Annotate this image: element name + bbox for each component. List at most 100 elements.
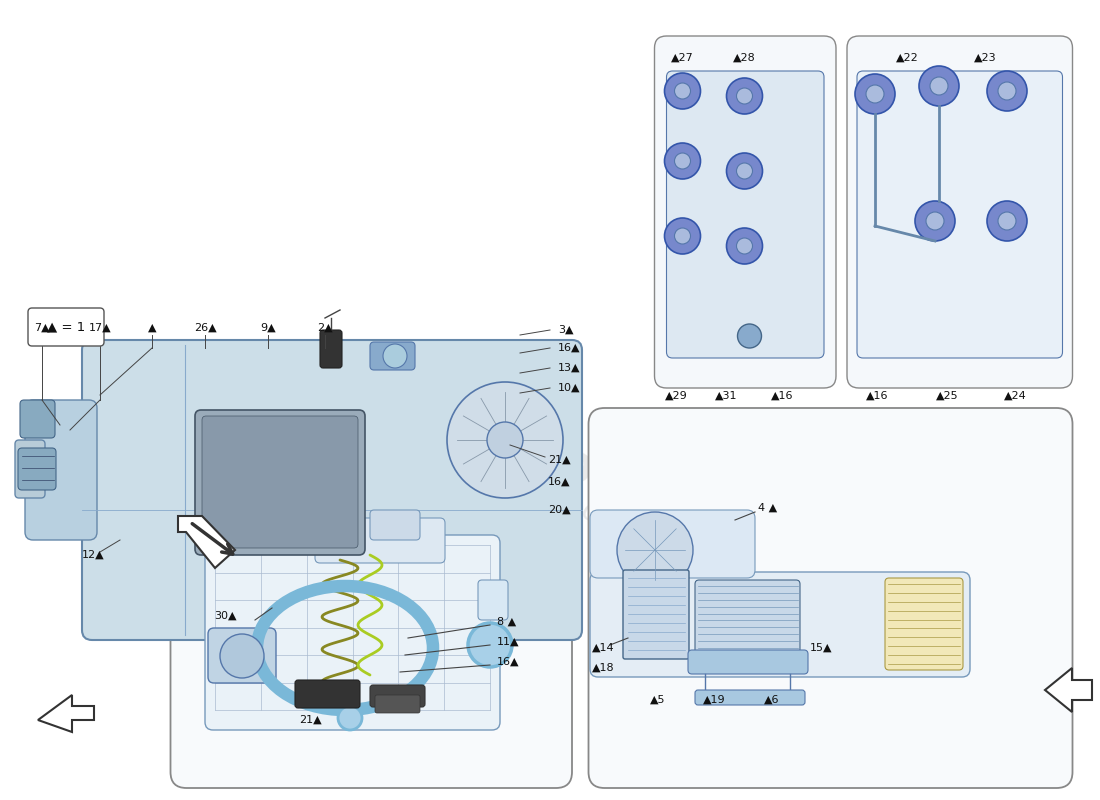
FancyBboxPatch shape	[18, 448, 56, 490]
FancyBboxPatch shape	[195, 410, 365, 555]
Circle shape	[726, 153, 762, 189]
Circle shape	[918, 66, 959, 106]
Circle shape	[617, 512, 693, 588]
Circle shape	[998, 82, 1016, 100]
FancyBboxPatch shape	[590, 572, 970, 677]
Circle shape	[926, 212, 944, 230]
FancyBboxPatch shape	[25, 400, 97, 540]
Text: ▲6: ▲6	[764, 695, 780, 705]
FancyBboxPatch shape	[654, 36, 836, 388]
Text: ▲16: ▲16	[771, 391, 794, 401]
FancyBboxPatch shape	[886, 578, 962, 670]
FancyBboxPatch shape	[202, 416, 358, 548]
FancyBboxPatch shape	[695, 690, 805, 705]
Text: 21▲: 21▲	[548, 455, 571, 465]
Polygon shape	[39, 695, 94, 732]
Text: 16▲: 16▲	[497, 657, 519, 667]
Circle shape	[220, 634, 264, 678]
Circle shape	[987, 201, 1027, 241]
Text: 21▲: 21▲	[299, 715, 321, 725]
Text: 7▲: 7▲	[34, 323, 50, 333]
Text: 16▲: 16▲	[558, 343, 581, 353]
Circle shape	[674, 153, 691, 169]
Text: ▲31: ▲31	[715, 391, 738, 401]
Text: 2▲: 2▲	[317, 323, 333, 333]
Text: ▲5: ▲5	[650, 695, 666, 705]
FancyBboxPatch shape	[320, 330, 342, 368]
Circle shape	[737, 88, 752, 104]
FancyBboxPatch shape	[695, 580, 800, 655]
FancyBboxPatch shape	[667, 71, 824, 358]
Circle shape	[855, 74, 895, 114]
Circle shape	[383, 344, 407, 368]
FancyBboxPatch shape	[370, 510, 420, 540]
Text: 10▲: 10▲	[558, 383, 581, 393]
FancyBboxPatch shape	[28, 308, 105, 346]
Text: 9▲: 9▲	[261, 323, 276, 333]
Text: ▲16: ▲16	[866, 391, 889, 401]
Circle shape	[737, 238, 752, 254]
Circle shape	[674, 83, 691, 99]
Text: ▲18: ▲18	[592, 663, 615, 673]
Circle shape	[447, 382, 563, 498]
Circle shape	[866, 85, 884, 103]
Text: 30▲: 30▲	[214, 611, 236, 621]
Text: 11▲: 11▲	[497, 637, 519, 647]
FancyBboxPatch shape	[375, 695, 420, 713]
FancyBboxPatch shape	[688, 650, 808, 674]
Text: 3▲: 3▲	[558, 325, 573, 335]
Text: ▲19: ▲19	[703, 695, 725, 705]
Text: 26▲: 26▲	[194, 323, 217, 333]
Text: 13▲: 13▲	[558, 363, 581, 373]
Text: ▲23: ▲23	[974, 53, 997, 63]
Text: 4 ▲: 4 ▲	[758, 503, 777, 513]
Circle shape	[726, 78, 762, 114]
FancyBboxPatch shape	[623, 570, 689, 659]
Circle shape	[674, 228, 691, 244]
Circle shape	[737, 324, 761, 348]
Text: ▲: ▲	[147, 323, 156, 333]
Text: 15▲: 15▲	[810, 643, 833, 653]
FancyBboxPatch shape	[205, 535, 500, 730]
FancyBboxPatch shape	[370, 342, 415, 370]
Circle shape	[998, 212, 1016, 230]
Circle shape	[487, 422, 522, 458]
Text: ▲14: ▲14	[592, 643, 615, 653]
FancyBboxPatch shape	[590, 510, 755, 578]
Text: ▲29: ▲29	[666, 391, 688, 401]
Circle shape	[468, 623, 512, 667]
FancyBboxPatch shape	[370, 685, 425, 707]
Text: 12▲: 12▲	[82, 550, 104, 560]
Polygon shape	[1045, 668, 1092, 712]
FancyBboxPatch shape	[208, 628, 276, 683]
Text: ▲28: ▲28	[733, 53, 756, 63]
Text: 16▲: 16▲	[548, 477, 571, 487]
Text: ▲24: ▲24	[1003, 391, 1026, 401]
Text: ▲27: ▲27	[671, 53, 694, 63]
Text: automotive parts since 1984: automotive parts since 1984	[497, 454, 862, 666]
Text: ▲ = 1: ▲ = 1	[47, 321, 85, 334]
Polygon shape	[178, 516, 235, 568]
Text: ▲25: ▲25	[936, 391, 958, 401]
Text: 20▲: 20▲	[548, 505, 571, 515]
FancyBboxPatch shape	[857, 71, 1063, 358]
Circle shape	[664, 218, 701, 254]
Circle shape	[338, 706, 362, 730]
Circle shape	[664, 73, 701, 109]
Circle shape	[726, 228, 762, 264]
FancyBboxPatch shape	[20, 400, 55, 438]
FancyBboxPatch shape	[847, 36, 1072, 388]
FancyBboxPatch shape	[478, 580, 508, 620]
FancyBboxPatch shape	[170, 408, 572, 788]
Circle shape	[987, 71, 1027, 111]
Circle shape	[737, 163, 752, 179]
FancyBboxPatch shape	[295, 680, 360, 708]
FancyBboxPatch shape	[315, 518, 446, 563]
Text: ▲22: ▲22	[895, 53, 918, 63]
Text: 17▲: 17▲	[89, 323, 111, 333]
FancyBboxPatch shape	[82, 340, 582, 640]
Text: 8 ▲: 8 ▲	[497, 617, 516, 627]
Circle shape	[915, 201, 955, 241]
FancyBboxPatch shape	[588, 408, 1072, 788]
Text: eurospares: eurospares	[461, 389, 779, 591]
